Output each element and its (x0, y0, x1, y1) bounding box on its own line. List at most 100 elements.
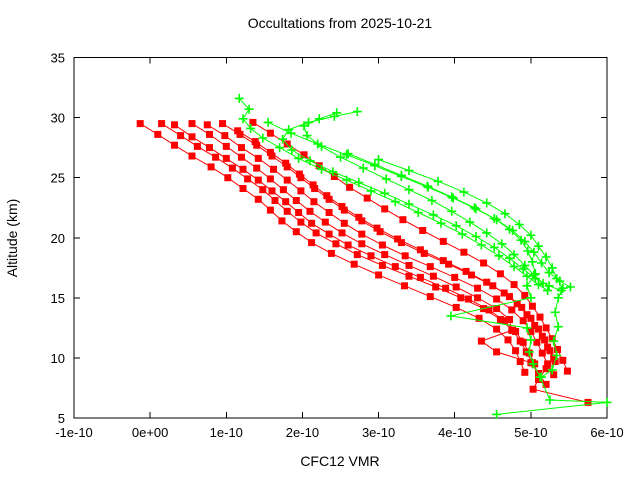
plus-marker (489, 214, 499, 223)
square-marker (496, 270, 504, 278)
plus-marker (544, 268, 554, 278)
plus-marker (436, 218, 446, 228)
square-marker (206, 130, 213, 138)
square-marker (542, 324, 550, 332)
square-marker (375, 271, 383, 279)
square-marker (397, 239, 405, 247)
square-marker (527, 314, 535, 322)
plus-marker (541, 252, 551, 262)
square-marker (493, 348, 501, 356)
plus-marker (552, 351, 562, 360)
square-marker (500, 317, 508, 325)
square-marker (266, 175, 274, 183)
square-marker (300, 151, 308, 159)
square-marker (238, 144, 245, 152)
square-marker (266, 206, 274, 214)
square-marker (244, 175, 252, 183)
square-marker (460, 248, 468, 256)
series-occultation-red-3 (171, 121, 539, 368)
square-marker (158, 120, 166, 128)
square-marker (249, 118, 257, 126)
plus-marker (544, 281, 554, 291)
square-marker (550, 371, 558, 379)
square-marker (405, 261, 413, 269)
plus-marker (505, 253, 514, 263)
square-marker (457, 294, 465, 302)
square-marker (270, 165, 277, 173)
square-marker (325, 230, 333, 238)
square-marker (325, 209, 333, 216)
square-marker (207, 163, 215, 171)
x-tick-label: 6e-10 (590, 425, 623, 440)
plus-marker (520, 260, 530, 270)
plus-marker (299, 121, 309, 131)
plus-marker (238, 114, 248, 124)
x-tick-label: 1e-10 (210, 425, 243, 440)
square-marker (346, 183, 354, 191)
square-marker (426, 293, 434, 301)
square-marker (535, 325, 542, 333)
square-marker (533, 338, 541, 346)
square-marker (468, 271, 475, 279)
series-occultation-green-6 (374, 155, 568, 382)
plus-marker (275, 143, 285, 153)
square-marker (297, 187, 305, 195)
square-marker (584, 398, 592, 406)
square-marker (308, 219, 316, 227)
plus-marker (497, 239, 507, 249)
plus-marker (302, 131, 312, 141)
square-marker (439, 257, 447, 265)
square-marker (508, 306, 516, 314)
square-marker (363, 194, 371, 202)
x-tick-label: -1e-10 (55, 425, 93, 440)
series-occultation-green-5 (343, 149, 612, 419)
square-marker (295, 170, 303, 178)
plus-marker (516, 235, 526, 245)
plus-marker (263, 117, 273, 127)
square-marker (188, 120, 196, 128)
y-axis-label: Altitude (km) (4, 199, 20, 278)
square-marker (253, 141, 261, 149)
plus-marker (530, 269, 540, 279)
y-tick-label: 10 (51, 351, 65, 366)
square-marker (338, 229, 346, 237)
square-marker (367, 252, 375, 260)
square-marker (512, 328, 520, 335)
square-marker (474, 294, 482, 302)
plus-marker (422, 181, 432, 191)
square-marker (527, 359, 535, 367)
plot-border (73, 57, 608, 419)
plus-marker (538, 278, 548, 288)
series-line (207, 124, 555, 375)
square-marker (559, 356, 567, 364)
plus-marker (390, 197, 400, 207)
plus-marker (537, 372, 546, 382)
square-marker (323, 192, 331, 200)
square-marker (521, 368, 529, 376)
square-marker (399, 216, 407, 224)
square-marker (239, 185, 247, 192)
plus-marker (550, 307, 560, 317)
square-marker (445, 260, 453, 268)
plus-marker (352, 107, 362, 117)
plot-area: -1e-10 0e+00 1e-10 2e-10 3e-10 4e-10 5e-10 6e-1… (51, 51, 624, 441)
plus-marker (332, 108, 342, 118)
square-marker (528, 302, 536, 310)
square-marker (353, 251, 361, 259)
plus-marker (328, 167, 338, 177)
square-marker (254, 195, 262, 203)
square-marker (203, 121, 211, 129)
square-marker (222, 154, 230, 162)
square-marker (309, 181, 317, 189)
square-marker (416, 273, 424, 281)
square-marker (401, 252, 409, 260)
square-marker (544, 343, 552, 351)
square-marker (500, 289, 508, 297)
square-marker (251, 138, 259, 146)
plus-marker (457, 229, 467, 239)
plus-marker (428, 210, 438, 220)
square-marker (177, 132, 185, 140)
square-marker (311, 185, 319, 192)
series-occultation-green-2 (278, 107, 566, 296)
